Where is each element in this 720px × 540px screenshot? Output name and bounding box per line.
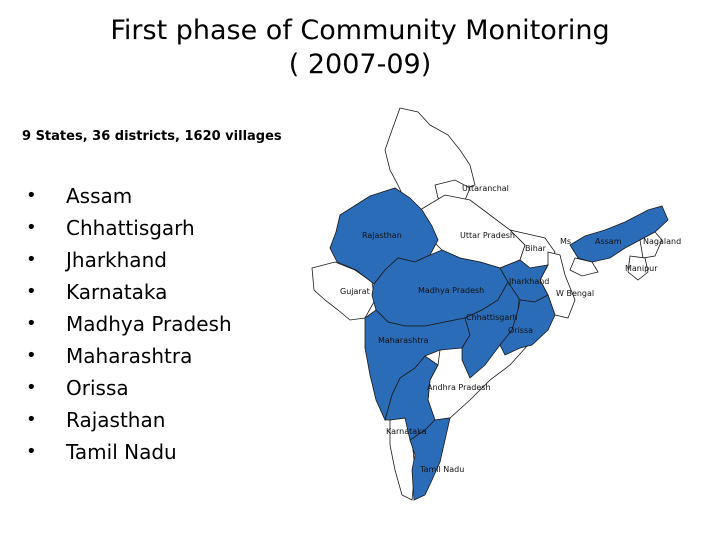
list-item: • Maharashtra: [26, 340, 232, 372]
bullet-icon: •: [26, 313, 37, 334]
label-uttar-pradesh: Uttar Pradesh: [460, 231, 515, 240]
label-chhattisgarh: Chhattisgarh: [466, 313, 518, 322]
map-region-orissa: [499, 294, 556, 356]
label-madhya-pradesh: Madhya Pradesh: [418, 286, 484, 295]
slide-title-line-2: ( 2007-09): [288, 49, 432, 80]
label-andhra-pradesh: Andhra Pradesh: [427, 383, 491, 392]
states-list: • Assam • Chhattisgarh • Jharkhand • Karnata…: [26, 180, 232, 468]
state-name: Tamil Nadu: [66, 440, 177, 464]
list-item: • Orissa: [26, 372, 232, 404]
label-maharashtra: Maharashtra: [378, 336, 429, 345]
india-map: Uttaranchal Rajasthan Uttar Pradesh Biha…: [311, 107, 681, 501]
label-w-bengal: W Bengal: [556, 289, 594, 298]
bullet-icon: •: [26, 217, 37, 238]
list-item: • Karnataka: [26, 276, 232, 308]
map-labels: Uttaranchal Rajasthan Uttar Pradesh Biha…: [340, 184, 681, 474]
state-name: Jharkhand: [66, 248, 167, 272]
selected-regions: [329, 187, 669, 501]
label-jharkhand: Jharkhand: [508, 277, 549, 286]
label-assam: Assam: [595, 237, 622, 246]
state-name: Maharashtra: [66, 344, 193, 368]
state-name: Assam: [66, 184, 133, 208]
label-abbr-small: Ms: [560, 237, 571, 246]
label-manipur: Manipur: [625, 264, 658, 273]
label-uttaranchal: Uttaranchal: [462, 184, 509, 193]
state-name: Karnataka: [66, 280, 168, 304]
bullet-icon: •: [26, 345, 37, 366]
list-item: • Jharkhand: [26, 244, 232, 276]
bullet-icon: •: [26, 281, 37, 302]
slide-title: First phase of Community Monitoring ( 20…: [0, 14, 720, 82]
slide-title-line-1: First phase of Community Monitoring: [110, 15, 610, 46]
unselected-regions: [311, 107, 576, 501]
list-item: • Rajasthan: [26, 404, 232, 436]
label-karnataka: Karnataka: [386, 427, 427, 436]
list-item: • Chhattisgarh: [26, 212, 232, 244]
label-tamil-nadu: Tamil Nadu: [419, 465, 464, 474]
map-region-karnataka: [384, 355, 439, 441]
map-region-manipur: [627, 255, 649, 281]
map-region-jharkhand: [499, 259, 549, 303]
list-item: • Madhya Pradesh: [26, 308, 232, 340]
list-item: • Tamil Nadu: [26, 436, 232, 468]
label-nagaland: Nagaland: [643, 237, 681, 246]
bullet-icon: •: [26, 377, 37, 398]
state-name: Orissa: [66, 376, 129, 400]
bullet-icon: •: [26, 249, 37, 270]
map-region-nagaland: [639, 231, 663, 259]
label-orissa: Orissa: [508, 326, 533, 335]
map-region-meghalaya: [569, 257, 599, 277]
state-name: Chhattisgarh: [66, 216, 195, 240]
unselected-regions-ne: [569, 231, 663, 281]
list-item: • Assam: [26, 180, 232, 212]
bullet-icon: •: [26, 441, 37, 462]
bullet-icon: •: [26, 185, 37, 206]
slide-subtitle: 9 States, 36 districts, 1620 villages: [22, 129, 282, 144]
map-region-assam: [569, 205, 669, 263]
label-gujarat: Gujarat: [340, 287, 370, 296]
label-bihar: Bihar: [525, 244, 547, 253]
map-region-tamil-nadu: [409, 417, 451, 501]
state-name: Madhya Pradesh: [66, 312, 232, 336]
bullet-icon: •: [26, 409, 37, 430]
label-rajasthan: Rajasthan: [362, 231, 402, 240]
state-name: Rajasthan: [66, 408, 166, 432]
